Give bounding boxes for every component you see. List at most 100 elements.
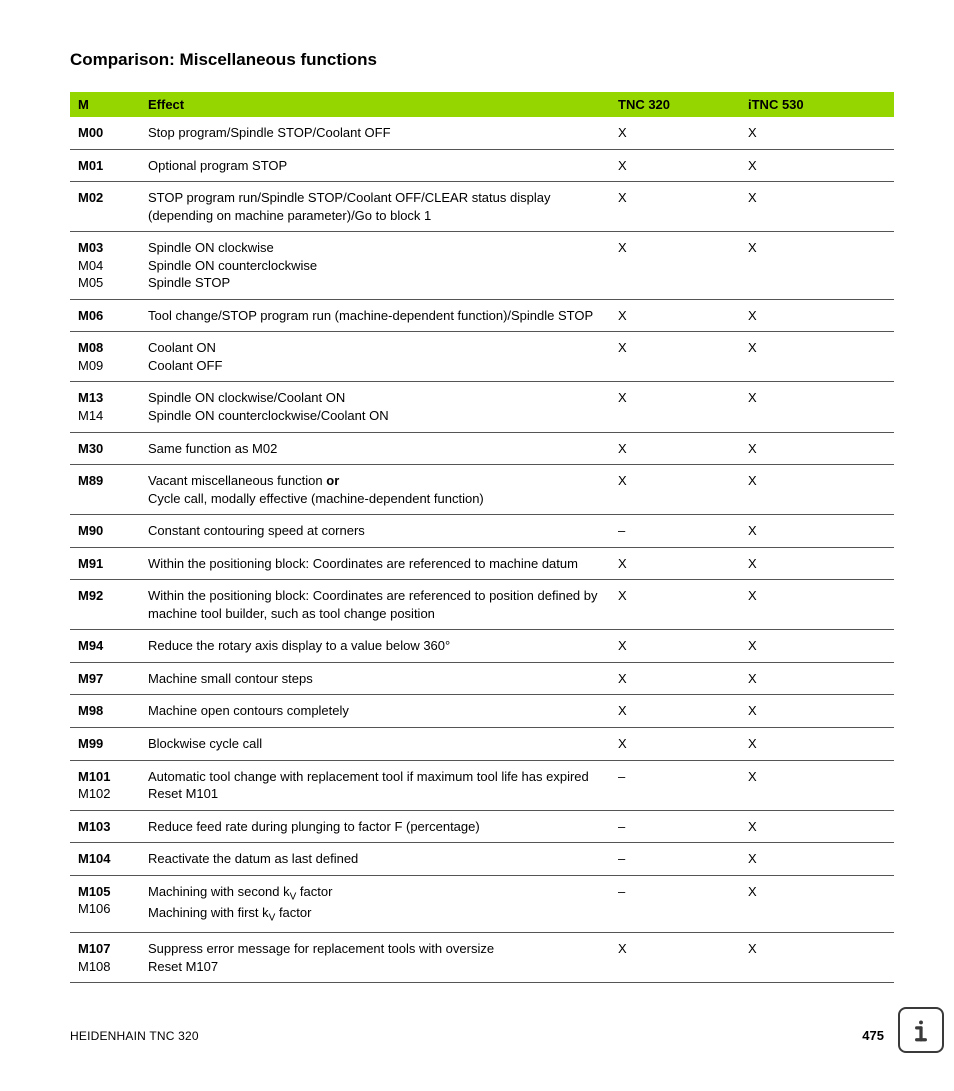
cell-mcode: M92 xyxy=(70,580,140,630)
cell-effect: Automatic tool change with replacement t… xyxy=(140,760,610,810)
mcode-value: M01 xyxy=(78,157,132,175)
info-icon xyxy=(898,1007,944,1053)
cell-tnc320: X xyxy=(610,332,740,382)
cell-effect: Blockwise cycle call xyxy=(140,728,610,761)
cell-mcode: M89 xyxy=(70,465,140,515)
cell-mcode: M103 xyxy=(70,810,140,843)
table-row: M08M09Coolant ONCoolant OFFXX xyxy=(70,332,894,382)
effect-text: Reset M107 xyxy=(148,958,602,976)
page-title: Comparison: Miscellaneous functions xyxy=(70,50,894,70)
cell-effect: Vacant miscellaneous function orCycle ca… xyxy=(140,465,610,515)
mcode-value: M05 xyxy=(78,274,132,292)
mcode-value: M06 xyxy=(78,307,132,325)
cell-mcode: M13M14 xyxy=(70,382,140,432)
cell-effect: Stop program/Spindle STOP/Coolant OFF xyxy=(140,117,610,149)
table-row: M90Constant contouring speed at corners–… xyxy=(70,515,894,548)
effect-text: Cycle call, modally effective (machine-d… xyxy=(148,490,602,508)
mcode-value: M90 xyxy=(78,522,132,540)
cell-effect: Suppress error message for replacement t… xyxy=(140,932,610,982)
mcode-value: M105 xyxy=(78,883,132,901)
cell-itnc530: X xyxy=(740,149,894,182)
cell-itnc530: X xyxy=(740,810,894,843)
cell-itnc530: X xyxy=(740,843,894,876)
cell-itnc530: X xyxy=(740,232,894,300)
mcode-value: M89 xyxy=(78,472,132,490)
cell-effect: Machine small contour steps xyxy=(140,662,610,695)
cell-itnc530: X xyxy=(740,332,894,382)
effect-text: Optional program STOP xyxy=(148,157,602,175)
cell-tnc320: X xyxy=(610,182,740,232)
cell-mcode: M91 xyxy=(70,547,140,580)
effect-text: Machining with first kV factor xyxy=(148,904,602,925)
table-row: M94 Reduce the rotary axis display to a v… xyxy=(70,630,894,663)
mcode-value: M04 xyxy=(78,257,132,275)
table-row: M00Stop program/Spindle STOP/Coolant OFF… xyxy=(70,117,894,149)
effect-text: Machine small contour steps xyxy=(148,670,602,688)
cell-tnc320: X xyxy=(610,299,740,332)
cell-mcode: M08M09 xyxy=(70,332,140,382)
table-row: M91Within the positioning block: Coordin… xyxy=(70,547,894,580)
table-row: M101M102 Automatic tool change with repla… xyxy=(70,760,894,810)
cell-effect: Coolant ONCoolant OFF xyxy=(140,332,610,382)
effect-text: Spindle ON clockwise/Coolant ON xyxy=(148,389,602,407)
cell-effect: Reactivate the datum as last defined xyxy=(140,843,610,876)
effect-text: Spindle STOP xyxy=(148,274,602,292)
mcode-value: M09 xyxy=(78,357,132,375)
cell-effect: Reduce the rotary axis display to a valu… xyxy=(140,630,610,663)
cell-mcode: M104 xyxy=(70,843,140,876)
cell-itnc530: X xyxy=(740,580,894,630)
cell-itnc530: X xyxy=(740,515,894,548)
effect-text: Within the positioning block: Coordinate… xyxy=(148,587,602,622)
cell-itnc530: X xyxy=(740,182,894,232)
cell-mcode: M02 xyxy=(70,182,140,232)
mcode-value: M99 xyxy=(78,735,132,753)
effect-text: Spindle ON counterclockwise/Coolant ON xyxy=(148,407,602,425)
cell-tnc320: X xyxy=(610,382,740,432)
cell-itnc530: X xyxy=(740,932,894,982)
mcode-value: M14 xyxy=(78,407,132,425)
cell-tnc320: – xyxy=(610,875,740,932)
cell-effect: Reduce feed rate during plunging to fact… xyxy=(140,810,610,843)
cell-mcode: M94 xyxy=(70,630,140,663)
effect-text: STOP program run/Spindle STOP/Coolant OF… xyxy=(148,189,602,224)
mcode-value: M97 xyxy=(78,670,132,688)
cell-mcode: M97 xyxy=(70,662,140,695)
cell-itnc530: X xyxy=(740,695,894,728)
table-row: M92 Within the positioning block: Coordin… xyxy=(70,580,894,630)
table-row: M06Tool change/STOP program run (machine… xyxy=(70,299,894,332)
cell-tnc320: – xyxy=(610,760,740,810)
cell-itnc530: X xyxy=(740,299,894,332)
cell-mcode: M00 xyxy=(70,117,140,149)
cell-mcode: M90 xyxy=(70,515,140,548)
cell-tnc320: – xyxy=(610,515,740,548)
table-header-row: M Effect TNC 320 iTNC 530 xyxy=(70,92,894,117)
mcode-value: M102 xyxy=(78,785,132,803)
cell-effect: Spindle ON clockwiseSpindle ON countercl… xyxy=(140,232,610,300)
mcode-value: M101 xyxy=(78,768,132,786)
mcode-value: M94 xyxy=(78,637,132,655)
comparison-table: M Effect TNC 320 iTNC 530 M00Stop progra… xyxy=(70,92,894,983)
mcode-value: M02 xyxy=(78,189,132,207)
cell-tnc320: X xyxy=(610,662,740,695)
cell-tnc320: X xyxy=(610,432,740,465)
cell-tnc320: X xyxy=(610,465,740,515)
cell-effect: Machining with second kV factorMachining… xyxy=(140,875,610,932)
effect-text: Vacant miscellaneous function or xyxy=(148,472,602,490)
cell-mcode: M99 xyxy=(70,728,140,761)
table-row: M97 Machine small contour steps XX xyxy=(70,662,894,695)
cell-tnc320: X xyxy=(610,547,740,580)
cell-mcode: M06 xyxy=(70,299,140,332)
effect-text: Machine open contours completely xyxy=(148,702,602,720)
effect-text: Reduce the rotary axis display to a valu… xyxy=(148,637,602,655)
effect-text: Same function as M02 xyxy=(148,440,602,458)
cell-tnc320: X xyxy=(610,149,740,182)
table-body: M00Stop program/Spindle STOP/Coolant OFF… xyxy=(70,117,894,983)
table-row: M98Machine open contours completelyXX xyxy=(70,695,894,728)
cell-effect: Machine open contours completely xyxy=(140,695,610,728)
cell-itnc530: X xyxy=(740,465,894,515)
mcode-value: M92 xyxy=(78,587,132,605)
cell-mcode: M30 xyxy=(70,432,140,465)
cell-tnc320: X xyxy=(610,580,740,630)
cell-itnc530: X xyxy=(740,662,894,695)
cell-tnc320: X xyxy=(610,728,740,761)
